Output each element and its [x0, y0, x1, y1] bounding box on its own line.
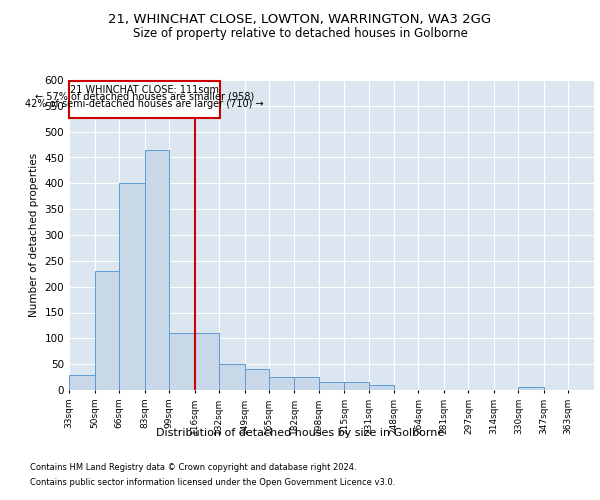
- Bar: [245, 370, 269, 390]
- Bar: [69, 374, 95, 390]
- FancyBboxPatch shape: [69, 81, 220, 118]
- Bar: [344, 382, 368, 390]
- Bar: [368, 385, 394, 390]
- Text: Contains public sector information licensed under the Open Government Licence v3: Contains public sector information licen…: [30, 478, 395, 487]
- Bar: [219, 364, 245, 390]
- Bar: [194, 333, 219, 390]
- Text: 42% of semi-detached houses are larger (710) →: 42% of semi-detached houses are larger (…: [25, 99, 264, 109]
- Text: 21, WHINCHAT CLOSE, LOWTON, WARRINGTON, WA3 2GG: 21, WHINCHAT CLOSE, LOWTON, WARRINGTON, …: [109, 12, 491, 26]
- Text: 21 WHINCHAT CLOSE: 111sqm: 21 WHINCHAT CLOSE: 111sqm: [70, 84, 219, 94]
- Text: ← 57% of detached houses are smaller (958): ← 57% of detached houses are smaller (95…: [35, 92, 254, 102]
- Bar: [295, 377, 319, 390]
- Bar: [518, 388, 544, 390]
- Bar: [319, 382, 344, 390]
- Bar: [269, 377, 295, 390]
- Bar: [95, 271, 119, 390]
- Bar: [169, 333, 194, 390]
- Text: Contains HM Land Registry data © Crown copyright and database right 2024.: Contains HM Land Registry data © Crown c…: [30, 463, 356, 472]
- Bar: [145, 150, 169, 390]
- Y-axis label: Number of detached properties: Number of detached properties: [29, 153, 39, 317]
- Text: Size of property relative to detached houses in Golborne: Size of property relative to detached ho…: [133, 28, 467, 40]
- Text: Distribution of detached houses by size in Golborne: Distribution of detached houses by size …: [156, 428, 444, 438]
- Bar: [119, 184, 145, 390]
